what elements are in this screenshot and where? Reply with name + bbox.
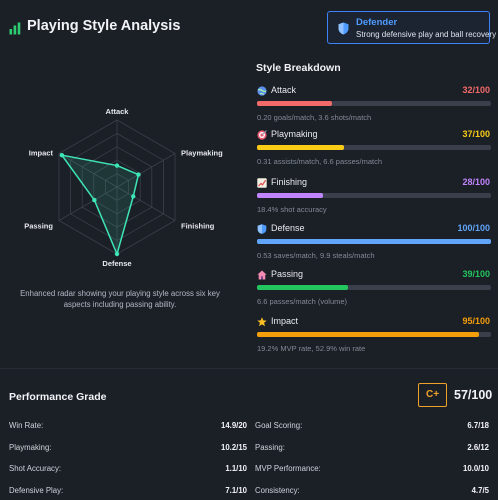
section-divider xyxy=(0,368,498,369)
radar-spoke xyxy=(116,153,176,188)
progress-fill xyxy=(257,193,323,198)
metric-row: Win Rate: 14.9/20 xyxy=(9,421,247,433)
metric-value: 2.6/12 xyxy=(467,443,489,452)
shield-icon xyxy=(338,22,349,35)
metric-value: 7.1/10 xyxy=(225,486,247,495)
shield-icon xyxy=(257,224,267,234)
stat-impact: Impact 95/100 19.2% MVP rate, 52.9% win ra… xyxy=(256,316,492,360)
star-icon xyxy=(257,317,267,327)
metric-label: Defensive Play: xyxy=(9,486,64,495)
stat-label: Passing xyxy=(271,269,304,279)
metric-value: 14.9/20 xyxy=(220,421,247,430)
role-description: Strong defensive play and ball recovery xyxy=(356,30,497,39)
stat-defense: Defense 100/100 0.53 saves/match, 9.9 stea… xyxy=(256,223,492,267)
metric-row: Goal Scoring: 6.7/18 xyxy=(255,421,489,433)
target-icon xyxy=(257,130,267,140)
metric-value: 10.0/10 xyxy=(462,464,489,473)
stat-detail: 0.31 assists/match, 6.6 passes/match xyxy=(257,157,383,166)
header: Playing Style Analysis Defender Strong d… xyxy=(0,0,498,56)
stat-label: Attack xyxy=(271,85,297,95)
metric-label: Shot Accuracy: xyxy=(9,464,62,473)
metric-row: Playmaking: 10.2/15 xyxy=(9,443,247,455)
grade-badge: C+ xyxy=(418,383,447,407)
stat-detail: 0.53 saves/match, 9.9 steals/match xyxy=(257,251,375,260)
globe-icon xyxy=(257,86,267,96)
stat-finishing: Finishing 28/100 18.4% shot accuracy xyxy=(256,177,492,221)
radar-svg: Attack Playmaking Finishing Defense Passing I… xyxy=(24,107,223,268)
house-icon xyxy=(257,270,267,280)
stat-detail: 0.20 goals/match, 3.6 shots/match xyxy=(257,113,372,122)
stat-label: Finishing xyxy=(271,177,308,187)
radar-data-area xyxy=(60,154,140,257)
progress-fill xyxy=(257,239,491,244)
metric-label: MVP Performance: xyxy=(255,464,321,473)
radar-chart: Attack Playmaking Finishing Defense Passing I… xyxy=(0,62,240,282)
metric-value: 6.7/18 xyxy=(467,421,489,430)
metric-row: Shot Accuracy: 1.1/10 xyxy=(9,464,247,476)
stat-value: 37/100 xyxy=(462,129,490,139)
radar-point-playmaking xyxy=(136,172,141,177)
radar-point-finishing xyxy=(131,194,136,199)
stat-value: 95/100 xyxy=(462,316,490,326)
stat-label: Playmaking xyxy=(271,129,318,139)
metric-row: MVP Performance: 10.0/10 xyxy=(255,464,489,476)
radar-point-attack xyxy=(114,163,120,168)
metric-label: Consistency: xyxy=(255,486,300,495)
chart-up-icon xyxy=(257,178,267,188)
grade-score: 57/100 xyxy=(454,388,493,402)
metric-value: 1.1/10 xyxy=(225,464,247,473)
breakdown-title: Style Breakdown xyxy=(256,62,341,74)
progress-track xyxy=(257,145,491,150)
performance-title: Performance Grade xyxy=(9,391,107,403)
stat-detail: 19.2% MVP rate, 52.9% win rate xyxy=(257,344,366,353)
radar-spoke xyxy=(58,153,118,188)
stat-value: 28/100 xyxy=(462,177,490,187)
stat-value: 32/100 xyxy=(462,85,490,95)
bar-chart-icon xyxy=(9,22,21,35)
metric-label: Passing: xyxy=(255,443,285,452)
progress-fill xyxy=(257,101,332,106)
progress-track xyxy=(257,101,491,106)
progress-fill xyxy=(257,145,344,150)
radar-caption: Enhanced radar showing your playing styl… xyxy=(20,289,220,309)
radar-label-attack: Attack xyxy=(106,107,130,116)
progress-track xyxy=(257,285,491,290)
radar-point-passing xyxy=(92,197,97,203)
role-name: Defender xyxy=(356,17,398,28)
page-title: Playing Style Analysis xyxy=(27,18,181,34)
radar-label-defense: Defense xyxy=(102,259,131,268)
metric-row: Consistency: 4.7/5 xyxy=(255,486,489,498)
metric-label: Playmaking: xyxy=(9,443,52,452)
stat-detail: 18.4% shot accuracy xyxy=(257,205,327,214)
metric-value: 4.7/5 xyxy=(471,486,489,495)
metric-label: Goal Scoring: xyxy=(255,421,303,430)
stat-detail: 6.6 passes/match (volume) xyxy=(257,297,348,306)
radar-label-finishing: Finishing xyxy=(181,221,215,230)
radar-label-playmaking: Playmaking xyxy=(181,148,223,157)
radar-spoke xyxy=(116,186,176,221)
progress-fill xyxy=(257,332,480,337)
progress-track xyxy=(257,332,491,337)
radar-point-impact xyxy=(59,152,65,158)
radar-point-defense xyxy=(114,251,120,257)
metric-label: Win Rate: xyxy=(9,421,44,430)
metric-row: Defensive Play: 7.1/10 xyxy=(9,486,247,498)
progress-track xyxy=(257,239,491,244)
metric-value: 10.2/15 xyxy=(220,443,247,452)
stat-label: Impact xyxy=(271,316,299,326)
role-card: Defender Strong defensive play and ball … xyxy=(327,11,496,44)
stat-passing: Passing 39/100 6.6 passes/match (volume) xyxy=(256,269,492,313)
radar-spoke xyxy=(58,186,118,221)
progress-track xyxy=(257,193,491,198)
radar-label-passing: Passing xyxy=(24,221,53,230)
stat-attack: Attack 32/100 0.20 goals/match, 3.6 shots/… xyxy=(256,85,492,129)
radar-label-impact: Impact xyxy=(29,148,54,157)
stat-value: 100/100 xyxy=(457,223,490,233)
progress-fill xyxy=(257,285,349,290)
stat-label: Defense xyxy=(271,223,305,233)
stat-value: 39/100 xyxy=(462,269,490,279)
metric-row: Passing: 2.6/12 xyxy=(255,443,489,455)
stat-playmaking: Playmaking 37/100 0.31 assists/match, 6.6 … xyxy=(256,129,492,173)
